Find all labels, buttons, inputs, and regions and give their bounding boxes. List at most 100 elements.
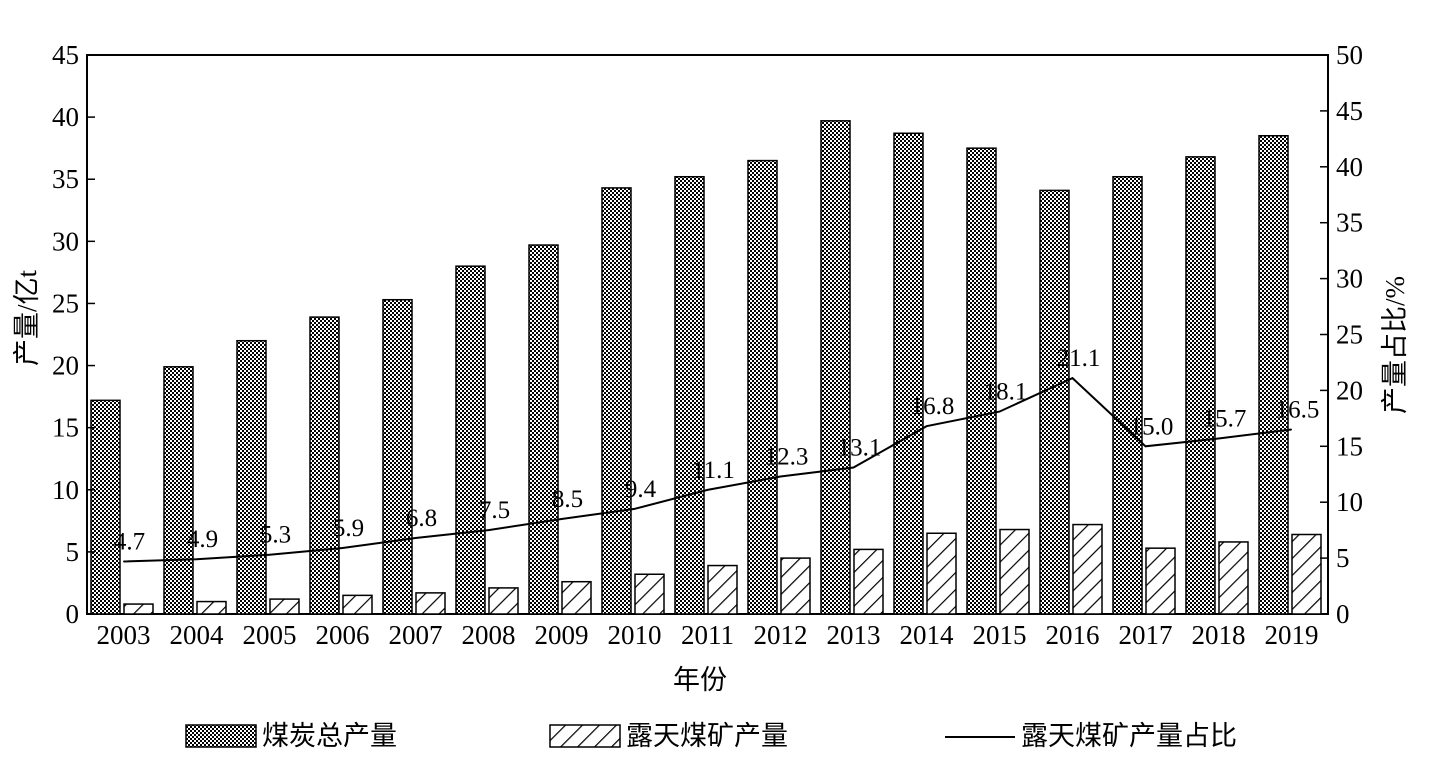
share-point <box>926 425 927 427</box>
legend-item-total: 煤炭总产量 <box>185 721 397 751</box>
total-bar <box>1112 175 1143 615</box>
total-bar <box>747 159 778 615</box>
share-point <box>999 411 1000 413</box>
total-bar <box>601 187 632 615</box>
share-data-label: 15.7 <box>1203 405 1247 432</box>
x-tick-label: 2013 <box>827 620 881 650</box>
share-data-label: 18.1 <box>984 379 1028 406</box>
left-axis-title: 产量/亿t <box>12 270 42 367</box>
share-data-label: 12.3 <box>765 443 809 470</box>
open-pit-bar <box>780 557 811 615</box>
right-tick-label: 0 <box>1336 599 1350 629</box>
share-data-label: 5.3 <box>260 522 291 549</box>
left-tick-label: 40 <box>52 102 79 132</box>
x-tick-label: 2003 <box>97 620 151 650</box>
total-bar <box>528 244 559 615</box>
share-data-label: 5.9 <box>333 515 364 542</box>
open-pit-production-bars <box>123 523 1322 615</box>
share-data-label: 7.5 <box>479 497 510 524</box>
legend-item-share: 露天煤矿产量占比 <box>945 721 1237 751</box>
open-pit-bar <box>561 580 592 615</box>
right-tick-label: 20 <box>1336 375 1363 405</box>
right-tick-label: 10 <box>1336 487 1363 517</box>
open-pit-bar <box>999 528 1030 615</box>
left-tick-label: 35 <box>52 164 79 194</box>
share-point <box>123 560 124 562</box>
share-point <box>1291 429 1292 431</box>
share-point <box>196 558 197 560</box>
open-pit-bar <box>853 548 884 615</box>
share-point <box>1072 377 1073 379</box>
legend-swatch-dots <box>185 724 257 748</box>
total-bar <box>1039 189 1070 615</box>
right-axis-title: 产量占比/% <box>1380 276 1410 414</box>
share-point <box>853 467 854 469</box>
open-pit-bar <box>707 564 738 615</box>
x-axis-title: 年份 <box>673 665 727 695</box>
x-axis-ticks: 2003 2004 2005 2006 2007 2008 2009 2010 2011 2012… <box>97 620 1319 650</box>
share-data-label: 8.5 <box>552 486 583 513</box>
left-tick-label: 45 <box>52 40 79 70</box>
legend-item-open-pit: 露天煤矿产量 <box>549 721 788 751</box>
left-tick-label: 10 <box>52 475 79 505</box>
total-bar <box>455 265 486 615</box>
open-pit-bar <box>1072 523 1103 615</box>
total-bar <box>163 366 194 615</box>
total-bar <box>820 120 851 615</box>
total-bar <box>382 298 413 615</box>
open-pit-bar <box>123 603 154 615</box>
share-point <box>269 554 270 556</box>
left-tick-label: 25 <box>52 288 79 318</box>
open-pit-bar <box>269 598 300 615</box>
right-tick-label: 25 <box>1336 320 1363 350</box>
left-tick-label: 30 <box>52 226 79 256</box>
legend: 煤炭总产量 露天煤矿产量 露天煤矿产量占比 <box>185 721 1237 751</box>
total-production-bars <box>90 120 1289 615</box>
x-tick-label: 2016 <box>1046 620 1100 650</box>
right-tick-label: 5 <box>1336 543 1350 573</box>
right-tick-label: 35 <box>1336 208 1363 238</box>
x-tick-label: 2010 <box>608 620 662 650</box>
total-bar <box>1258 134 1289 615</box>
open-pit-bar <box>1291 533 1322 615</box>
left-tick-label: 20 <box>52 351 79 381</box>
x-tick-label: 2015 <box>973 620 1027 650</box>
open-pit-bar <box>196 600 227 615</box>
x-tick-label: 2019 <box>1265 620 1319 650</box>
right-tick-label: 15 <box>1336 431 1363 461</box>
share-point <box>1218 437 1219 439</box>
open-pit-bar <box>342 594 373 615</box>
total-bar <box>893 132 924 615</box>
share-data-label: 4.9 <box>187 526 218 553</box>
x-tick-label: 2007 <box>389 620 443 650</box>
share-data-label: 11.1 <box>692 457 735 484</box>
total-bar <box>236 339 267 615</box>
x-tick-label: 2011 <box>681 620 734 650</box>
share-point <box>561 518 562 520</box>
legend-label-open-pit: 露天煤矿产量 <box>626 721 788 751</box>
open-pit-bar <box>415 592 446 615</box>
x-tick-label: 2008 <box>462 620 516 650</box>
right-axis-ticks: 0 5 10 15 20 25 30 35 40 45 50 <box>1320 40 1363 629</box>
open-pit-share-line: 4.7 4.9 5.3 5.9 6.8 7.5 8.5 9.4 11.1 12.3 13.1 16.8… <box>114 345 1320 563</box>
share-data-label: 21.1 <box>1057 345 1101 372</box>
total-bar <box>90 399 121 615</box>
open-pit-bar <box>488 587 519 615</box>
open-pit-bar <box>926 532 957 615</box>
share-point <box>415 537 416 539</box>
share-data-label: 16.5 <box>1276 397 1320 424</box>
total-bar <box>1185 156 1216 615</box>
left-tick-label: 0 <box>66 599 80 629</box>
share-data-label: 15.0 <box>1130 413 1174 440</box>
left-tick-label: 5 <box>66 537 80 567</box>
x-tick-label: 2004 <box>170 620 225 650</box>
legend-label-share: 露天煤矿产量占比 <box>1021 721 1237 751</box>
right-tick-label: 50 <box>1336 40 1363 70</box>
share-data-label: 9.4 <box>625 476 657 503</box>
x-tick-label: 2009 <box>535 620 589 650</box>
share-point <box>342 547 343 549</box>
x-tick-label: 2018 <box>1192 620 1246 650</box>
share-point <box>488 529 489 531</box>
open-pit-bar <box>634 573 665 615</box>
